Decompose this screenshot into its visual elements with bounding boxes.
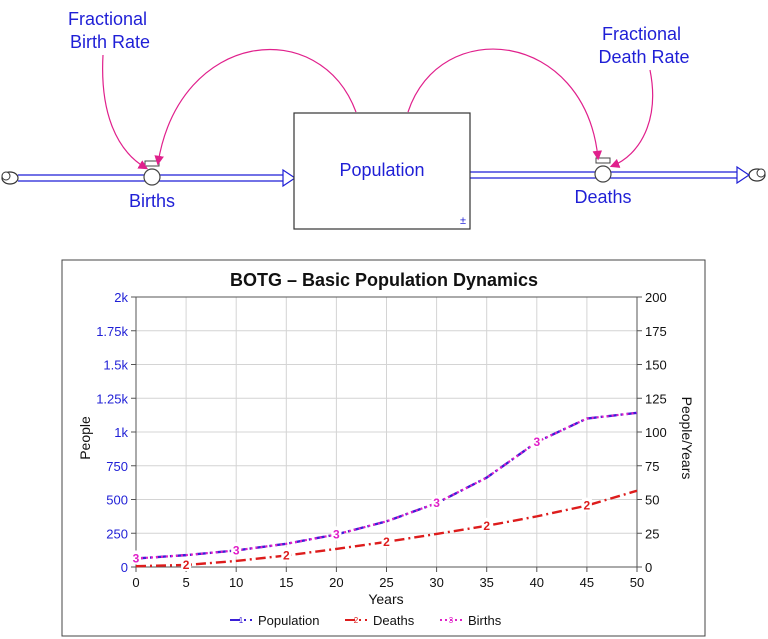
x-tick-label: 45: [580, 575, 594, 590]
series-line-population: [135, 411, 638, 560]
legend-marker-population: 1: [239, 616, 244, 625]
x-axis-ticks: 0 5 10 15 20 25 30 35 40 45 50: [132, 567, 644, 590]
left-tick-label: 1.25k: [96, 391, 128, 406]
right-tick-label: 0: [645, 560, 652, 575]
series-marker-births: 3: [233, 543, 240, 557]
population-stock-label: Population: [339, 160, 424, 180]
series-marker-bg: [431, 495, 442, 510]
legend-marker-deaths: 2: [354, 616, 359, 625]
series-marker-bg: [181, 556, 192, 571]
right-axis-ticks: 0 25 50 75 100 125 150 175 200: [637, 290, 667, 575]
right-tick-label: 150: [645, 358, 667, 373]
deaths-valve-icon[interactable]: [594, 157, 612, 183]
left-tick-label: 1.5k: [103, 358, 128, 373]
births-flow-label: Births: [129, 191, 175, 211]
series-marker-births: 3: [433, 496, 440, 510]
left-tick-label: 2k: [114, 290, 128, 305]
left-tick-label: 0: [121, 560, 128, 575]
deaths-arrow-icon: [736, 165, 751, 185]
right-tick-label: 175: [645, 324, 667, 339]
left-axis-label: People: [77, 416, 93, 460]
deaths-flow-label: Deaths: [574, 187, 631, 207]
x-tick-label: 50: [630, 575, 644, 590]
series-marker-bg: [331, 526, 342, 541]
chart-frame: [61, 259, 706, 637]
x-tick-label: 35: [479, 575, 493, 590]
left-tick-label: 1k: [114, 425, 128, 440]
cloud-source-icon: [1, 171, 19, 185]
x-axis-label: Years: [368, 591, 403, 607]
series-marker-deaths: 2: [584, 499, 591, 513]
right-axis-label: People/Years: [679, 397, 695, 480]
cloud-sink-icon: [748, 168, 766, 182]
stock-marker: ±: [460, 215, 466, 227]
series-marker-births: 3: [533, 435, 540, 449]
birth-rate-connector: [102, 54, 149, 170]
chart-series: 111112222233333: [131, 411, 638, 572]
right-tick-label: 50: [645, 493, 659, 508]
left-tick-label: 250: [106, 526, 128, 541]
x-tick-label: 25: [379, 575, 393, 590]
left-tick-label: 1.75k: [96, 324, 128, 339]
series-marker-deaths: 2: [383, 535, 390, 549]
x-tick-label: 20: [329, 575, 343, 590]
fractional-death-rate-label[interactable]: Fractional Death Rate: [598, 24, 689, 67]
right-tick-label: 25: [645, 526, 659, 541]
series-marker-deaths: 2: [183, 558, 190, 572]
chart-title: BOTG – Basic Population Dynamics: [230, 270, 538, 290]
series-marker-bg: [531, 433, 542, 448]
series-marker-bg: [381, 533, 392, 548]
chart-legend: 1 Population 2 Deaths 3 Births: [230, 613, 502, 628]
births-arrow-icon: [282, 168, 297, 188]
series-births: 3 3 3 3 3: [131, 411, 638, 565]
plot-area-border: [135, 296, 638, 568]
series-marker-bg: [131, 550, 141, 565]
population-to-births-connector: [154, 49, 357, 166]
x-tick-label: 15: [279, 575, 293, 590]
x-tick-label: 10: [229, 575, 243, 590]
births-valve-icon[interactable]: [143, 160, 161, 186]
series-marker-births: 3: [133, 551, 140, 565]
death-rate-connector: [609, 69, 654, 168]
series-marker-births: 3: [333, 527, 340, 541]
x-tick-label: 0: [132, 575, 139, 590]
series-line-deaths: [135, 489, 638, 568]
series-marker-bg: [581, 497, 592, 512]
series-marker-bg: [231, 542, 242, 557]
right-tick-label: 100: [645, 425, 667, 440]
x-tick-label: 5: [182, 575, 189, 590]
right-tick-label: 125: [645, 391, 667, 406]
legend-marker-births: 3: [449, 616, 454, 625]
x-tick-label: 30: [429, 575, 443, 590]
series-marker-deaths: 2: [483, 519, 490, 533]
right-tick-label: 75: [645, 459, 659, 474]
right-tick-label: 200: [645, 290, 667, 305]
legend-label-population: Population: [258, 613, 319, 628]
population-to-deaths-connector: [407, 48, 603, 161]
series-deaths: 2 2 2 2 2: [135, 489, 638, 572]
series-marker-bg: [481, 517, 492, 532]
fractional-birth-rate-label[interactable]: Fractional Birth Rate: [68, 9, 152, 52]
left-tick-label: 500: [106, 493, 128, 508]
x-tick-label: 40: [530, 575, 544, 590]
chart-panel: BOTG – Basic Population Dynamics 0 5 10 15 2…: [61, 259, 706, 637]
series-marker-bg: [281, 547, 292, 562]
legend-label-deaths: Deaths: [373, 613, 415, 628]
left-axis-ticks: 0 250 500 750 1k 1.25k 1.5k 1.75k 2k: [96, 290, 136, 575]
legend-label-births: Births: [468, 613, 502, 628]
series-marker-deaths: 2: [283, 549, 290, 563]
left-tick-label: 750: [106, 459, 128, 474]
population-stock-box[interactable]: [293, 112, 471, 230]
stock-flow-diagram: Population ± Births Deaths Fractional Bi…: [1, 9, 766, 230]
